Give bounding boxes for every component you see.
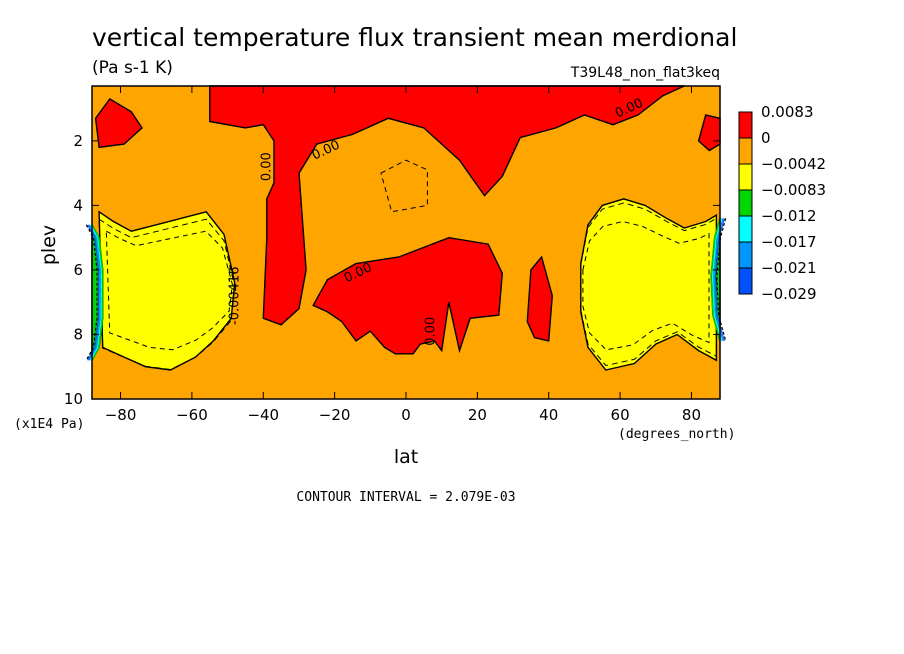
equator-dashed-contour <box>380 159 428 213</box>
outer-dashed-contour <box>98 218 236 370</box>
colorbar-swatch <box>738 189 753 217</box>
dashed-contours <box>85 159 727 370</box>
x-tick-label: 60 <box>611 406 630 424</box>
colorbar-label: −0.017 <box>761 233 817 251</box>
y-axis-ticks: 2 4 6 8 10 <box>64 132 720 408</box>
region-positive-topleft <box>94 97 143 149</box>
x-tick-label: −80 <box>105 406 137 424</box>
y-tick-label: 4 <box>73 196 83 214</box>
strong-contour-line <box>90 224 102 361</box>
inner-dashed-contour <box>582 220 710 351</box>
colorbar-swatch <box>738 111 753 139</box>
region-negative-right-lobe <box>580 198 718 371</box>
colorbar-label: −0.012 <box>761 207 817 225</box>
colorbar-label: −0.029 <box>761 285 817 303</box>
x-tick-label: 80 <box>682 406 701 424</box>
contour-label: 0.00 <box>259 152 274 181</box>
x-axis-label: lat <box>394 446 418 468</box>
colorbar-label: −0.021 <box>761 259 817 277</box>
strong-contour-line <box>710 218 721 342</box>
colorbar-swatch <box>738 163 753 191</box>
chart-title: vertical temperature flux transient mean… <box>92 23 737 52</box>
colorbar-swatch <box>738 215 753 243</box>
region-positive-small-right <box>526 255 554 342</box>
y-tick-label: 10 <box>64 390 83 408</box>
region-positive-mid <box>312 236 504 355</box>
colorbar-label: 0 <box>761 129 771 147</box>
strong-contour-line <box>711 218 722 342</box>
x-tick-label: 40 <box>539 406 558 424</box>
x-tick-label: 20 <box>468 406 487 424</box>
y-tick-label: 6 <box>73 261 83 279</box>
contour-label: 0.00 <box>424 317 439 346</box>
strong-contour-line <box>87 224 100 361</box>
colorbar-label: −0.0083 <box>761 181 826 199</box>
contour-label: -0.00416 <box>227 267 242 325</box>
colorbar-label: 0.0083 <box>761 103 814 121</box>
colorbar-swatch <box>738 241 753 269</box>
x-tick-label: −60 <box>176 406 208 424</box>
x-units-label: (degrees_north) <box>618 427 735 442</box>
contour-interval-note: CONTOUR INTERVAL = 2.079E-03 <box>296 490 515 505</box>
strong-contour-line <box>716 218 727 342</box>
plot-area: 0.000.000.000.000.00-0.00416 <box>85 85 727 400</box>
y-units-label: (x1E4 Pa) <box>14 417 84 432</box>
strong-contour-line <box>91 224 104 361</box>
y-tick-label: 2 <box>73 132 83 150</box>
y-axis-label: plev <box>38 225 60 265</box>
region-negative-left-lobe <box>98 210 236 371</box>
colorbar-swatch <box>738 137 753 165</box>
colorbar-label: −0.0042 <box>761 155 826 173</box>
strong-contour-line <box>88 224 101 361</box>
units-label: (Pa s-1 K) <box>92 58 173 78</box>
x-axis-ticks: −80 −60 −40 −20 0 20 40 60 80 <box>105 86 701 424</box>
colorbar-swatch <box>738 267 753 295</box>
x-tick-label: −40 <box>247 406 279 424</box>
region-positive-top <box>209 85 685 326</box>
x-tick-label: 0 <box>401 406 411 424</box>
dataset-label: T39L48_non_flat3keq <box>570 65 720 81</box>
y-tick-label: 8 <box>73 325 83 343</box>
inner-dashed-contour <box>105 230 233 351</box>
x-tick-label: −20 <box>319 406 351 424</box>
colorbar: 0.0083 0 −0.0042 −0.0083 −0.012 −0.017 −0.021 −… <box>738 103 826 303</box>
